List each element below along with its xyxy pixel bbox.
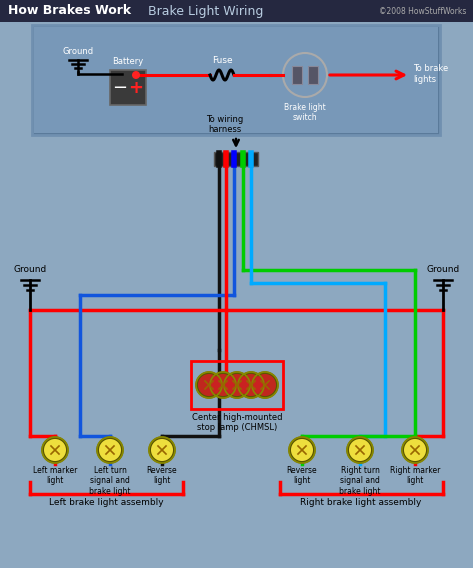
Text: To brake
lights: To brake lights (413, 64, 448, 83)
Circle shape (240, 374, 262, 396)
Text: Reverse
light: Reverse light (287, 466, 317, 486)
Circle shape (151, 439, 173, 461)
Text: Brake Light Wiring: Brake Light Wiring (148, 5, 263, 18)
Text: Right brake light assembly: Right brake light assembly (300, 498, 422, 507)
Circle shape (226, 374, 248, 396)
Text: Reverse
light: Reverse light (147, 466, 177, 486)
Circle shape (132, 71, 140, 79)
Circle shape (224, 372, 250, 398)
Bar (32, 25, 440, 135)
Circle shape (404, 439, 426, 461)
Circle shape (198, 374, 220, 396)
Text: ©2008 HowStuffWorks: ©2008 HowStuffWorks (378, 6, 466, 15)
Text: Battery: Battery (113, 57, 144, 66)
Circle shape (252, 372, 278, 398)
Text: Fuse: Fuse (212, 56, 232, 65)
Circle shape (349, 439, 371, 461)
Text: Ground: Ground (13, 265, 47, 274)
Circle shape (212, 374, 234, 396)
Text: Ground: Ground (62, 47, 94, 56)
Circle shape (283, 53, 327, 97)
Bar (292, 66, 302, 84)
Text: Brake light
switch: Brake light switch (284, 103, 326, 122)
Text: Right marker
light: Right marker light (390, 466, 440, 486)
Text: Ground: Ground (426, 265, 460, 274)
Circle shape (99, 439, 121, 461)
Bar (110, 70, 146, 105)
Circle shape (291, 439, 313, 461)
Text: Left marker
light: Left marker light (33, 466, 77, 486)
Text: +: + (129, 79, 143, 97)
Circle shape (210, 372, 236, 398)
Text: Center high-mounted
stop lamp (CHMSL): Center high-mounted stop lamp (CHMSL) (192, 413, 282, 432)
Circle shape (44, 439, 66, 461)
Text: −: − (113, 79, 128, 97)
Circle shape (196, 372, 222, 398)
Circle shape (97, 437, 123, 463)
Text: How Brakes Work: How Brakes Work (8, 5, 131, 18)
Bar (34, 27, 438, 133)
Circle shape (347, 437, 373, 463)
Circle shape (42, 437, 68, 463)
Circle shape (149, 437, 175, 463)
Text: Right turn
signal and
brake light: Right turn signal and brake light (339, 466, 381, 496)
Circle shape (289, 437, 315, 463)
Bar (214, 152, 258, 166)
Bar (308, 66, 318, 84)
Bar (0, 0, 473, 22)
Text: Left brake light assembly: Left brake light assembly (49, 498, 163, 507)
Text: Left turn
signal and
brake light: Left turn signal and brake light (89, 466, 131, 496)
Text: To wiring
harness: To wiring harness (206, 115, 244, 134)
Circle shape (402, 437, 428, 463)
Circle shape (238, 372, 264, 398)
Circle shape (254, 374, 276, 396)
